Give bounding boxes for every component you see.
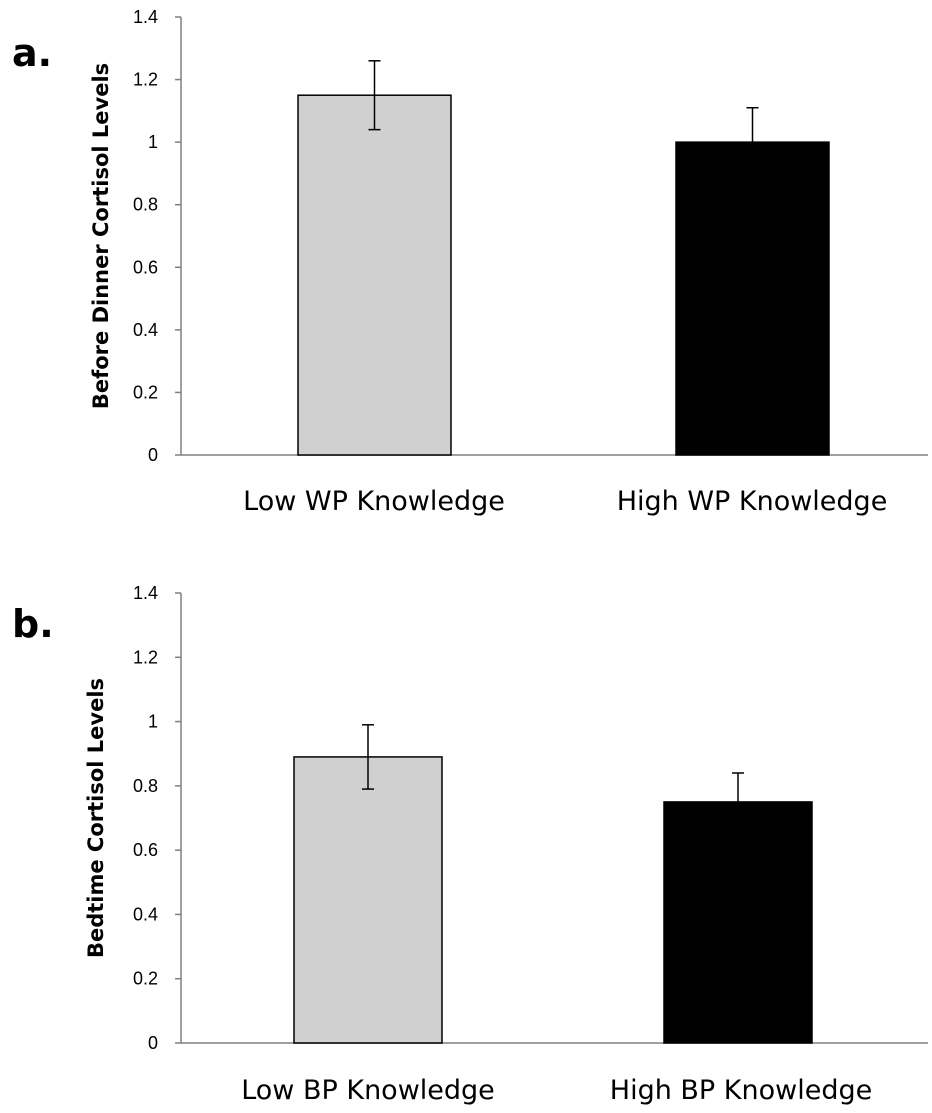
- bar: [675, 141, 830, 456]
- chart-panel-a: a. Before Dinner Cortisol Levels 0 0.2 0.4 0.…: [12, 7, 928, 517]
- bar: [297, 94, 452, 456]
- x-category-label: High WP Knowledge: [617, 486, 888, 517]
- chart-panel-b: b. Bedtime Cortisol Levels 0 0.2 0.4 0.6 0.8 1 1…: [12, 583, 928, 1106]
- y-tick-label: 0.2: [133, 969, 158, 989]
- y-tick-label: 0: [148, 445, 158, 465]
- y-tick-label: 0: [148, 1033, 158, 1053]
- y-tick-label: 0.6: [133, 840, 158, 860]
- y-tick-label: 0.8: [133, 195, 158, 215]
- x-category-label: High BP Knowledge: [610, 1075, 872, 1106]
- y-tick-label: 1.2: [133, 70, 158, 90]
- y-tick-label: 1.4: [133, 583, 158, 603]
- y-axis-title: Before Dinner Cortisol Levels: [89, 63, 113, 409]
- y-tick-label: 0.2: [133, 382, 158, 402]
- bar: [293, 756, 443, 1044]
- y-axis-title: Bedtime Cortisol Levels: [84, 678, 108, 958]
- y-tick-label: 1.4: [133, 7, 158, 27]
- x-category-label: Low WP Knowledge: [243, 486, 505, 517]
- panel-label: b.: [12, 602, 54, 646]
- panel-label: a.: [12, 31, 52, 75]
- y-tick-label: 0.6: [133, 257, 158, 277]
- y-tick-label: 0.4: [133, 904, 158, 924]
- bar: [663, 801, 813, 1044]
- y-tick-label: 1.2: [133, 647, 158, 667]
- x-category-label: Low BP Knowledge: [241, 1075, 495, 1106]
- y-tick-label: 1: [148, 712, 158, 732]
- y-tick-label: 0.8: [133, 776, 158, 796]
- y-tick-label: 0.4: [133, 320, 158, 340]
- y-tick-label: 1: [148, 132, 158, 152]
